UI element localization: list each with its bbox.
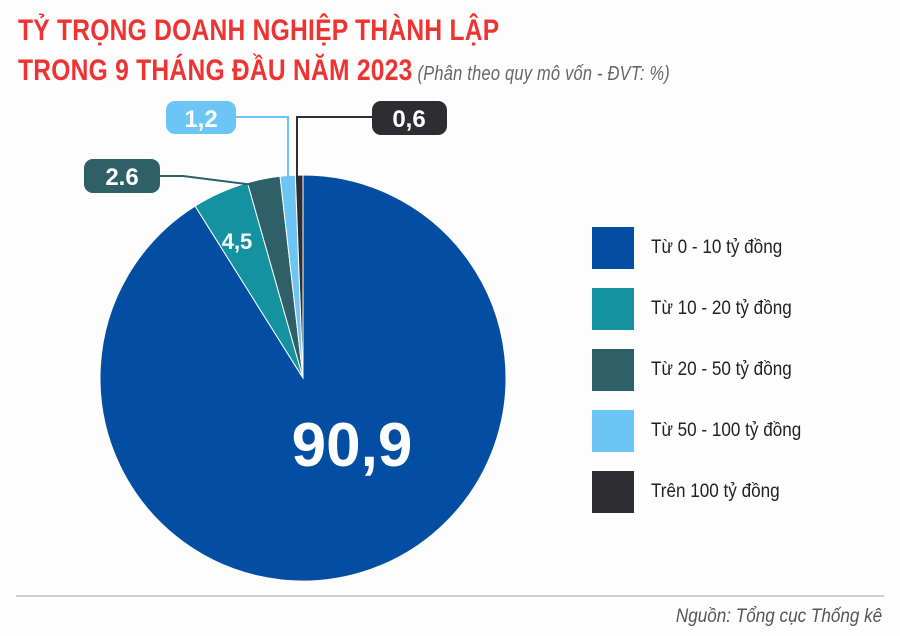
chart-title-line1: TỶ TRỌNG DOANH NGHIỆP THÀNH LẬP (18, 14, 500, 47)
legend-item: Từ 20 - 50 tỷ đồng (592, 348, 818, 391)
callout-label-0.6: 0,6 (392, 106, 425, 133)
slice-label-90.9: 90,9 (292, 411, 413, 480)
legend-label: Từ 50 - 100 tỷ đồng (651, 419, 802, 441)
legend: Từ 0 - 10 tỷ đồng Từ 10 - 20 tỷ đồng Từ … (592, 226, 818, 532)
legend-item: Trên 100 tỷ đồng (592, 470, 818, 513)
callout-label-1.2: 1,2 (184, 106, 217, 133)
legend-swatch (592, 470, 634, 513)
legend-label: Từ 0 - 10 tỷ đồng (651, 236, 783, 258)
chart-subtitle: (Phân theo quy mô vốn - ĐVT: %) (417, 63, 671, 85)
legend-swatch (592, 287, 634, 330)
legend-item: Từ 0 - 10 tỷ đồng (592, 226, 818, 269)
callout-line-0.6 (296, 116, 376, 178)
callout-line-2.6 (156, 175, 263, 187)
legend-label: Trên 100 tỷ đồng (651, 480, 780, 502)
legend-swatch (592, 226, 634, 269)
callout-box-2.6 (84, 159, 160, 193)
pie-slice-4 (294, 174, 304, 379)
chart-title-line2-text: TRONG 9 THÁNG ĐẦU NĂM 2023 (18, 54, 413, 87)
callout-box-0.6 (372, 101, 447, 135)
legend-swatch (592, 348, 634, 391)
callout-line-1.2 (232, 116, 289, 180)
slice-label-4.5: 4,5 (222, 229, 253, 254)
legend-item: Từ 50 - 100 tỷ đồng (592, 409, 818, 452)
divider (16, 595, 884, 597)
legend-swatch (592, 409, 634, 452)
legend-label: Từ 20 - 50 tỷ đồng (651, 358, 792, 380)
source-note: Nguồn: Tổng cục Thống kê (675, 606, 882, 627)
callout-label-2.6: 2.6 (105, 164, 138, 191)
legend-label: Từ 10 - 20 tỷ đồng (651, 297, 792, 319)
legend-item: Từ 10 - 20 tỷ đồng (592, 287, 818, 330)
chart-title-line2: TRONG 9 THÁNG ĐẦU NĂM 2023 (Phân theo quy… (18, 54, 670, 88)
callout-box-1.2 (166, 101, 236, 134)
